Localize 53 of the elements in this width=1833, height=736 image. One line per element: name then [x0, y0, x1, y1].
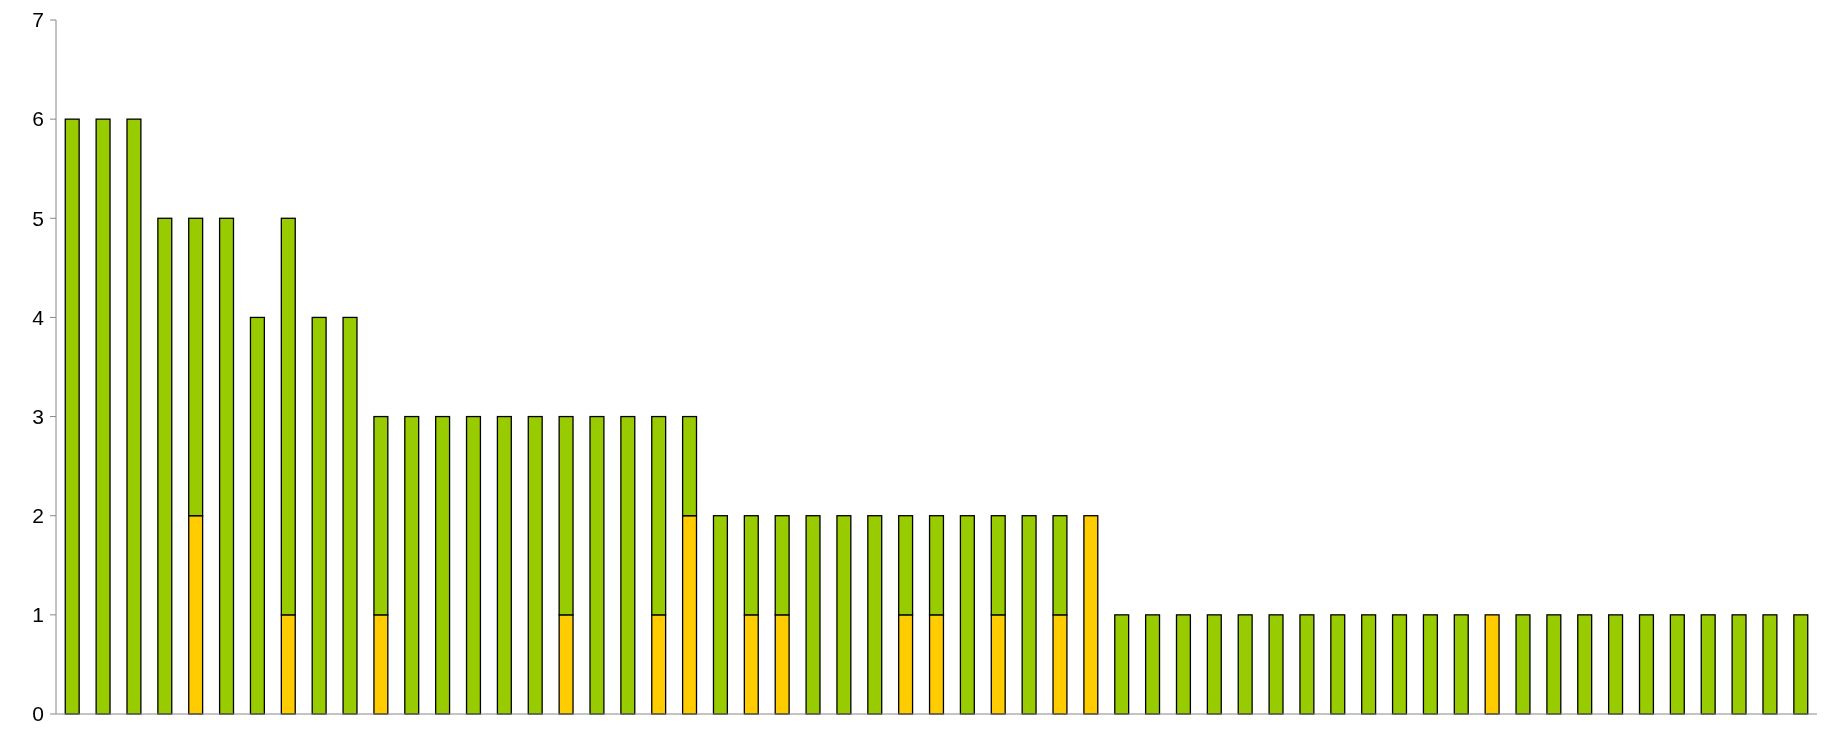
y-tick-label: 6	[32, 107, 44, 131]
bar	[712, 515, 729, 715]
bar	[1299, 614, 1315, 715]
bar	[589, 415, 605, 715]
bar	[1546, 614, 1562, 715]
bar	[342, 316, 358, 715]
bar	[1607, 614, 1624, 715]
bar	[95, 118, 111, 715]
bar	[496, 415, 512, 715]
bar	[1700, 614, 1716, 715]
bar	[867, 515, 883, 715]
bar	[1453, 614, 1469, 715]
bar	[1577, 614, 1593, 715]
bar	[836, 515, 852, 715]
bar	[1144, 614, 1161, 715]
bar	[1268, 614, 1284, 715]
bar	[1206, 614, 1222, 715]
bar	[959, 515, 975, 715]
bar	[1021, 515, 1037, 715]
y-tick-label: 2	[32, 504, 44, 528]
bar	[1391, 614, 1408, 715]
bar	[1083, 515, 1099, 715]
bar	[311, 316, 327, 715]
bar	[1731, 614, 1747, 715]
y-tick-label: 1	[32, 603, 44, 627]
bar	[1762, 614, 1778, 715]
bar	[1484, 614, 1500, 715]
bar	[1361, 614, 1377, 715]
y-tick-label: 5	[32, 206, 44, 230]
bar	[1330, 614, 1346, 715]
bar	[1669, 614, 1685, 715]
y-tick-label: 0	[32, 702, 44, 726]
y-tick-label: 7	[32, 8, 44, 32]
y-tick-label: 3	[32, 404, 44, 428]
bar	[1237, 614, 1253, 715]
bar	[249, 316, 266, 715]
bar	[1114, 614, 1130, 715]
bar	[157, 217, 173, 715]
bar	[1175, 614, 1192, 715]
bar	[64, 118, 80, 715]
bar	[620, 415, 636, 715]
bar	[435, 415, 451, 715]
y-tick-label: 4	[32, 305, 45, 329]
bar	[404, 415, 420, 715]
bar	[1793, 614, 1809, 715]
bar	[126, 118, 142, 715]
bar	[1422, 614, 1438, 715]
bar	[218, 217, 235, 715]
bar	[1515, 614, 1531, 715]
bar	[465, 415, 482, 715]
bar	[1638, 614, 1655, 715]
bar	[527, 415, 543, 715]
bar	[805, 515, 821, 715]
